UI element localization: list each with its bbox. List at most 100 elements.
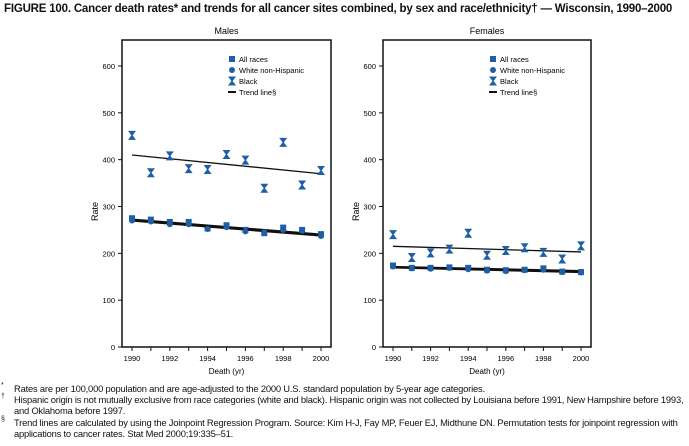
females-point-bowtie [464,228,473,238]
females-legend-marker-0 [490,56,496,62]
females-legend-marker-1 [490,67,496,73]
males-y-tick-label: 0 [111,343,115,352]
females-y-tick-label: 200 [363,249,376,258]
males-point-bowtie [203,165,212,175]
males-point-circle [299,227,306,234]
males-point-circle [185,221,192,228]
males-point-circle [166,221,173,228]
males-y-axis-label: Rate [90,202,100,221]
females-legend-label: All races [500,55,529,64]
males-point-circle [204,225,211,232]
males-point-bowtie [165,151,174,161]
females-y-tick-label: 500 [363,109,376,118]
females-point-bowtie [577,241,585,251]
females-point-bowtie [539,247,548,257]
males-legend-marker-0 [229,56,235,62]
females-x-tick-label: 2000 [573,354,590,363]
females-point-bowtie [483,250,491,260]
males-point-bowtie [128,130,136,140]
males-x-tick-label: 1996 [237,354,254,363]
footnote-1: * Rates are per 100,000 population and ar… [1,382,485,394]
females-y-tick-label: 100 [363,296,376,305]
males-x-tick-label: 2000 [313,354,330,363]
males-legend-label: Trend line§ [239,88,276,97]
females-point-bowtie [501,246,510,256]
males-trend-line-2 [131,154,322,175]
males-point-bowtie [184,164,193,174]
males-y-tick-label: 100 [102,296,115,305]
males-x-tick-label: 1990 [124,354,141,363]
males-point-bowtie [260,183,269,193]
males-point-circle [242,228,249,235]
females-point-circle [390,263,396,270]
males-point-bowtie [298,180,307,190]
females-trend-line-2 [392,245,582,253]
males-point-circle [223,224,230,231]
females-x-tick-label: 1992 [422,354,439,363]
females-panel-title: Females [470,26,505,36]
females-point-bowtie [426,248,435,258]
females-point-bowtie [520,243,529,253]
males-y-tick-label: 500 [102,109,115,118]
males-x-tick-label: 1992 [161,354,178,363]
males-legend-label: Black [239,77,258,86]
females-point-circle [484,267,490,274]
males-point-circle [318,233,324,240]
males-legend-marker-1 [229,67,235,73]
females-point-circle [578,269,584,276]
figure-title: FIGURE 100. Cancer death rates* and tren… [4,3,673,15]
males-x-tick-label: 1994 [199,354,216,363]
females-legend-label: Black [500,77,519,86]
males-point-circle [261,229,268,236]
females-x-tick-label: 1994 [460,354,477,363]
males-point-bowtie [279,137,288,147]
females-legend-label: White non-Hispanic [500,66,565,75]
footnotes: * Rates are per 100,000 population and ar… [1,382,689,439]
females-point-circle [465,266,472,273]
females-legend-label: Trend line§ [500,88,537,97]
males-point-circle [129,217,135,224]
males-y-tick-label: 200 [102,249,115,258]
females-point-circle [408,265,415,272]
females-point-circle [540,266,547,273]
females-point-circle [446,264,453,271]
males-legend-marker-2 [228,76,236,86]
females-y-tick-label: 400 [363,156,376,165]
males-point-bowtie [222,150,231,160]
males-legend-label: All races [239,55,268,64]
males-point-circle [147,218,154,225]
females-y-axis-label: Rate [351,202,361,221]
females-x-tick-label: 1998 [535,354,552,363]
footnote-2: † Hispanic origin is not mutually exclusi… [1,393,684,417]
males-panel-title: Males [214,26,239,36]
males-y-tick-label: 400 [102,156,115,165]
females-y-tick-label: 0 [372,343,376,352]
females-x-axis-label: Death (yr) [469,367,505,376]
males-point-bowtie [317,165,325,175]
females-legend-marker-2 [489,76,497,86]
males-y-tick-label: 600 [102,62,115,71]
males-legend-label: White non-Hispanic [239,66,304,75]
females-point-circle [559,269,566,276]
males-x-axis-label: Death (yr) [209,367,245,376]
males-point-circle [280,226,287,233]
females-point-bowtie [445,244,454,254]
females-y-tick-label: 300 [363,203,376,212]
females-point-bowtie [558,254,567,264]
females-x-tick-label: 1996 [497,354,514,363]
females-y-tick-label: 600 [363,62,376,71]
males-point-bowtie [146,168,155,178]
females-point-circle [427,265,434,272]
females-point-bowtie [407,253,416,263]
females-point-bowtie [389,230,397,240]
males-point-bowtie [241,155,250,165]
males-plot-frame [121,39,332,348]
females-plot-frame [382,39,592,348]
males-x-tick-label: 1998 [275,354,292,363]
chart-area: Males 0 100 200 300 400 500 600 1990 1992 1994 1996… [90,26,592,376]
females-point-circle [521,267,528,274]
males-y-tick-label: 300 [102,203,115,212]
females-x-tick-label: 1990 [385,354,402,363]
females-point-circle [502,268,509,275]
footnote-3: § Trend lines are calculated by using the… [1,415,678,439]
